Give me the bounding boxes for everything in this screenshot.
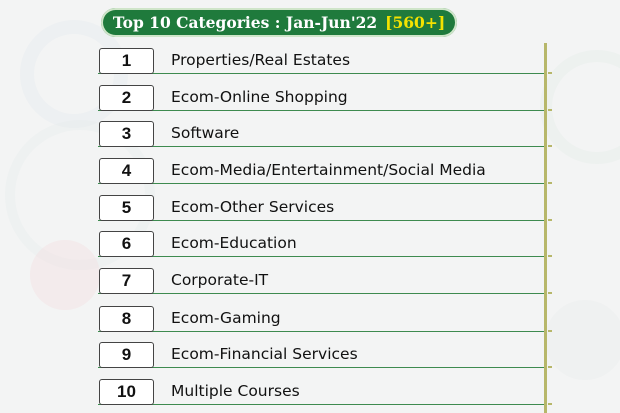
list-item: 4 Ecom-Media/Entertainment/Social Media [98,155,544,184]
frame-tick [548,292,552,294]
category-label: Ecom-Gaming [171,309,281,327]
list-item: 6 Ecom-Education [98,228,544,257]
list-item: 9 Ecom-Financial Services [98,339,544,368]
frame-tick [548,366,552,368]
title-text: Top 10 Categories : Jan-Jun'22 [112,13,378,32]
rank-badge: 1 [99,48,154,74]
category-label: Ecom-Online Shopping [171,88,348,106]
rank-badge: 9 [99,342,154,368]
category-label: Software [171,124,240,142]
rank-badge: 4 [99,158,154,184]
rank-badge: 6 [99,231,154,257]
list-item: 1 Properties/Real Estates [98,45,544,74]
page-title: Top 10 Categories : Jan-Jun'22 [560+] [101,8,457,37]
background-decoration [545,300,620,380]
rank-badge: 3 [99,121,154,147]
background-decoration [540,50,620,164]
frame-tick [548,182,552,184]
frame-tick [548,72,552,74]
category-label: Multiple Courses [171,382,300,400]
rank-badge: 2 [99,85,154,111]
list-item: 8 Ecom-Gaming [98,303,544,332]
rank-badge: 8 [99,306,154,332]
category-label: Ecom-Other Services [171,198,335,216]
list-item: 10 Multiple Courses [98,376,544,405]
rank-badge: 10 [99,379,154,405]
background-decoration [30,240,100,310]
category-label: Corporate-IT [171,271,269,289]
frame-tick [548,219,552,221]
category-label: Ecom-Media/Entertainment/Social Media [171,161,486,179]
frame-tick [548,330,552,332]
frame-tick [548,109,552,111]
rank-badge: 5 [99,195,154,221]
list-item: 7 Corporate-IT [98,265,544,294]
list-item: 2 Ecom-Online Shopping [98,82,544,111]
frame-tick [548,255,552,257]
list-frame [98,43,547,413]
frame-tick [548,403,552,405]
category-label: Ecom-Financial Services [171,345,358,363]
list-item: 3 Software [98,118,544,147]
title-count: [560+] [385,13,446,32]
list-item: 5 Ecom-Other Services [98,192,544,221]
category-label: Properties/Real Estates [171,51,351,69]
rank-badge: 7 [99,268,154,294]
category-label: Ecom-Education [171,234,297,252]
frame-tick [548,145,552,147]
